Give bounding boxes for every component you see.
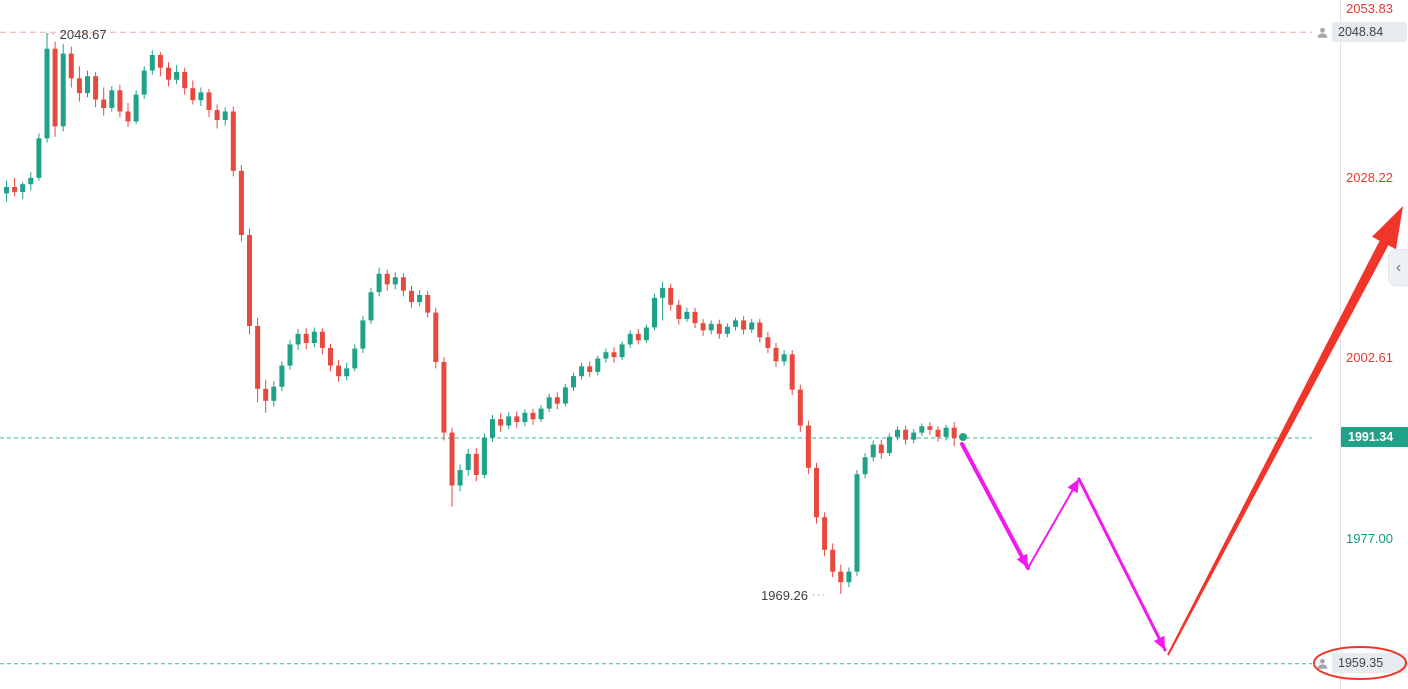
alert-price-value: 1959.35 bbox=[1332, 653, 1407, 673]
candles-layer bbox=[4, 33, 957, 594]
alert-user-icon bbox=[1316, 657, 1329, 670]
magenta-zigzag-drawing[interactable] bbox=[960, 442, 1167, 652]
price-level-label: 2002.61 bbox=[1346, 350, 1393, 365]
price-level-label: 2028.22 bbox=[1346, 170, 1393, 185]
price-level-label: 1977.00 bbox=[1346, 531, 1393, 546]
low-price-text: 1969.26 bbox=[761, 588, 808, 603]
alert-price-badge-lower[interactable]: 1959.35 bbox=[1316, 653, 1407, 673]
alert-price-badge-upper[interactable]: 2048.84 bbox=[1316, 22, 1407, 42]
price-level-label: 2053.83 bbox=[1346, 1, 1393, 16]
leader-dots: ·· bbox=[46, 26, 56, 40]
alert-price-value: 2048.84 bbox=[1332, 22, 1407, 42]
dashed-price-lines bbox=[0, 31, 1312, 665]
high-price-text: 2048.67 bbox=[59, 27, 107, 42]
last-price-dot bbox=[959, 433, 967, 441]
collapse-panel-button[interactable]: ‹ bbox=[1388, 249, 1408, 286]
high-price-annotation: ·· 2048.67 bbox=[46, 26, 107, 42]
last-price-badge: 1991.34 bbox=[1341, 427, 1408, 447]
alert-user-icon bbox=[1316, 26, 1329, 39]
leader-dots: ··· bbox=[811, 587, 827, 601]
chevron-left-icon: ‹ bbox=[1395, 258, 1402, 276]
low-price-annotation: 1969.26 ··· bbox=[761, 587, 827, 603]
price-scale[interactable]: 2053.83 2048.84 2028.22 2002.61 1991.34 … bbox=[1317, 0, 1408, 689]
